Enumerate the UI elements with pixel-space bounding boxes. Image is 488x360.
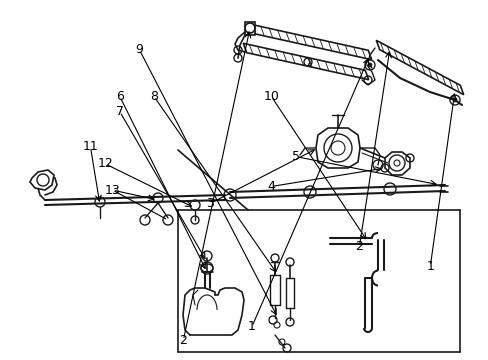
Text: 3: 3 bbox=[206, 197, 214, 210]
Polygon shape bbox=[376, 40, 463, 95]
Polygon shape bbox=[246, 23, 371, 60]
Circle shape bbox=[367, 63, 371, 67]
Text: 5: 5 bbox=[291, 150, 299, 163]
Polygon shape bbox=[384, 152, 409, 175]
Text: 12: 12 bbox=[97, 157, 113, 170]
Text: 1: 1 bbox=[247, 320, 255, 333]
Text: 2: 2 bbox=[355, 240, 363, 253]
Polygon shape bbox=[315, 128, 359, 168]
Circle shape bbox=[452, 98, 456, 102]
Text: 6: 6 bbox=[116, 90, 123, 103]
Text: 4: 4 bbox=[267, 180, 275, 193]
Text: 2: 2 bbox=[179, 334, 187, 347]
Polygon shape bbox=[243, 43, 368, 80]
Text: 7: 7 bbox=[116, 105, 123, 118]
Text: 8: 8 bbox=[150, 90, 158, 103]
Polygon shape bbox=[30, 170, 54, 190]
Text: 11: 11 bbox=[82, 140, 98, 153]
Polygon shape bbox=[244, 22, 254, 35]
Text: 13: 13 bbox=[104, 184, 120, 197]
Text: 9: 9 bbox=[135, 43, 143, 56]
Text: 1: 1 bbox=[426, 260, 433, 273]
Text: 10: 10 bbox=[263, 90, 279, 103]
